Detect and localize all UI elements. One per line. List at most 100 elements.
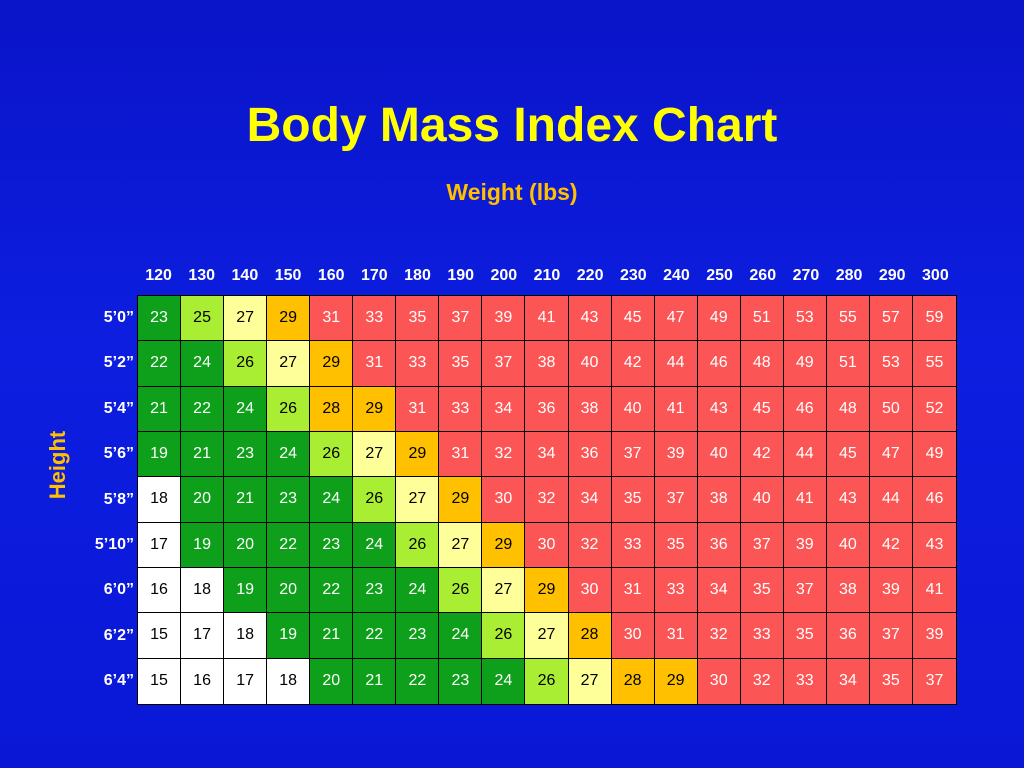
bmi-cell: 21 <box>224 477 268 523</box>
weight-tick-label: 240 <box>663 267 690 284</box>
bmi-cell: 43 <box>568 296 612 342</box>
weight-tick-label: 140 <box>231 267 259 284</box>
bmi-cell: 35 <box>439 341 483 387</box>
bmi-cell: 40 <box>611 386 655 432</box>
bmi-cell: 18 <box>224 613 268 659</box>
bmi-cell: 24 <box>224 386 268 432</box>
bmi-cell: 18 <box>138 477 182 523</box>
weight-tick-label: 260 <box>749 267 777 284</box>
bmi-cell: 23 <box>353 567 397 614</box>
bmi-cell: 38 <box>697 477 741 523</box>
bmi-cell: 27 <box>482 567 526 614</box>
weight-tick-label: 150 <box>274 267 302 284</box>
bmi-cell: 42 <box>869 522 913 568</box>
weight-tick-label: 210 <box>533 267 561 284</box>
bmi-cell: 49 <box>783 341 827 387</box>
bmi-cell: 35 <box>611 477 655 523</box>
bmi-cell: 36 <box>525 386 569 432</box>
weight-tick-label: 290 <box>878 267 906 284</box>
weight-tick-label: 180 <box>404 267 431 284</box>
bmi-cell: 45 <box>826 431 870 478</box>
bmi-cell: 52 <box>912 386 956 432</box>
bmi-cell: 40 <box>826 522 870 568</box>
bmi-cell: 39 <box>654 431 698 478</box>
bmi-cell: 26 <box>396 522 440 568</box>
weight-tick-label: 160 <box>317 267 345 284</box>
bmi-cell: 29 <box>654 658 698 704</box>
bmi-cell: 24 <box>439 613 483 659</box>
bmi-cell: 26 <box>482 613 526 659</box>
bmi-cell: 26 <box>267 386 311 432</box>
bmi-cell: 39 <box>912 613 956 659</box>
bmi-cell: 26 <box>224 341 268 387</box>
bmi-cell: 19 <box>138 431 182 478</box>
bmi-cell: 22 <box>138 341 182 387</box>
bmi-cell: 35 <box>869 658 913 704</box>
bmi-cell: 46 <box>783 386 827 432</box>
bmi-cell: 29 <box>310 341 354 387</box>
bmi-cell: 46 <box>912 477 956 523</box>
bmi-cell: 50 <box>869 386 913 432</box>
bmi-cell: 28 <box>611 658 655 704</box>
bmi-cell: 37 <box>482 341 526 387</box>
bmi-cell: 29 <box>482 522 526 568</box>
weight-tick-label: 200 <box>490 267 518 284</box>
bmi-cell: 36 <box>697 522 741 568</box>
x-axis-label: Weight (lbs) <box>446 179 578 205</box>
bmi-cell: 38 <box>568 386 612 432</box>
bmi-cell: 21 <box>138 386 182 432</box>
weight-tick-label: 120 <box>145 267 172 284</box>
bmi-cell: 23 <box>439 658 483 704</box>
bmi-cell: 37 <box>869 613 913 659</box>
bmi-cell: 53 <box>783 296 827 342</box>
bmi-cell: 37 <box>783 567 827 614</box>
bmi-cell: 30 <box>482 477 526 523</box>
bmi-cell: 37 <box>740 522 784 568</box>
bmi-cell: 26 <box>525 658 569 704</box>
bmi-cell: 22 <box>181 386 225 432</box>
bmi-cell: 29 <box>439 477 483 523</box>
bmi-cell: 39 <box>869 567 913 614</box>
weight-tick-label: 300 <box>922 267 949 284</box>
bmi-cell: 31 <box>396 386 440 432</box>
bmi-cell: 26 <box>353 477 397 523</box>
bmi-cell: 32 <box>568 522 612 568</box>
bmi-cell: 16 <box>181 658 225 704</box>
bmi-cell: 49 <box>697 296 741 342</box>
bmi-cell: 39 <box>482 296 526 342</box>
bmi-cell: 35 <box>654 522 698 568</box>
bmi-cell: 40 <box>697 431 741 478</box>
bmi-cell: 43 <box>697 386 741 432</box>
bmi-cell: 33 <box>783 658 827 704</box>
bmi-cell: 32 <box>697 613 741 659</box>
bmi-cell: 27 <box>439 522 483 568</box>
weight-tick-label: 190 <box>447 267 475 284</box>
bmi-cell: 16 <box>138 567 182 614</box>
bmi-cell: 40 <box>740 477 784 523</box>
height-tick-label: 5’2” <box>103 354 134 372</box>
bmi-cell: 27 <box>224 296 268 342</box>
bmi-cell: 19 <box>267 613 311 659</box>
bmi-cell: 18 <box>267 658 311 704</box>
weight-tick-label: 230 <box>619 267 647 284</box>
bmi-cell: 26 <box>439 567 483 614</box>
bmi-cell: 47 <box>654 296 698 342</box>
bmi-cell: 35 <box>783 613 827 659</box>
bmi-cell: 23 <box>396 613 440 659</box>
bmi-cell: 41 <box>783 477 827 523</box>
bmi-cell: 44 <box>869 477 913 523</box>
bmi-cell: 32 <box>525 477 569 523</box>
bmi-cell: 34 <box>482 386 526 432</box>
bmi-cell: 42 <box>740 431 784 478</box>
bmi-cell: 59 <box>912 296 956 342</box>
bmi-cell: 23 <box>310 522 354 568</box>
bmi-cell: 24 <box>267 431 311 478</box>
weight-tick-label: 280 <box>835 267 863 284</box>
bmi-cell: 24 <box>353 522 397 568</box>
bmi-cell: 17 <box>138 522 182 568</box>
bmi-cell: 55 <box>912 341 956 387</box>
bmi-cell: 29 <box>353 386 397 432</box>
bmi-cell: 53 <box>869 341 913 387</box>
bmi-cell: 51 <box>826 341 870 387</box>
bmi-cell: 29 <box>267 296 311 342</box>
